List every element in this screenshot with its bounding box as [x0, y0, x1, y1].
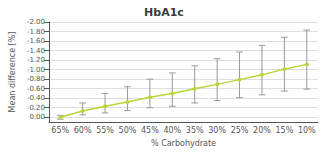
svg-text:10%: 10% — [298, 126, 316, 135]
svg-text:-0.60: -0.60 — [27, 85, 45, 93]
svg-text:20%: 20% — [253, 126, 271, 135]
svg-text:-1.00: -1.00 — [27, 66, 45, 74]
svg-text:15%: 15% — [275, 126, 293, 135]
svg-text:% Carbohydrate: % Carbohydrate — [151, 139, 216, 148]
svg-text:-0.40: -0.40 — [27, 94, 45, 102]
svg-text:40%: 40% — [163, 126, 181, 135]
svg-text:55%: 55% — [96, 126, 114, 135]
svg-text:-2.00: -2.00 — [27, 18, 45, 26]
svg-text:-0.80: -0.80 — [27, 75, 45, 83]
svg-text:-0.20: -0.20 — [27, 104, 45, 112]
svg-text:45%: 45% — [141, 126, 159, 135]
svg-text:-1.80: -1.80 — [27, 28, 45, 36]
svg-text:-1.60: -1.60 — [27, 37, 45, 45]
svg-text:Mean difference [%]: Mean difference [%] — [8, 32, 17, 113]
svg-text:65%: 65% — [51, 126, 69, 135]
svg-text:25%: 25% — [231, 126, 249, 135]
svg-text:30%: 30% — [208, 126, 226, 135]
svg-text:0.00: 0.00 — [29, 113, 45, 121]
svg-text:60%: 60% — [74, 126, 92, 135]
svg-text:35%: 35% — [186, 126, 204, 135]
svg-text:HbA1c: HbA1c — [144, 6, 184, 19]
svg-text:50%: 50% — [119, 126, 137, 135]
svg-text:-1.40: -1.40 — [27, 47, 45, 55]
svg-text:-1.20: -1.20 — [27, 56, 45, 64]
